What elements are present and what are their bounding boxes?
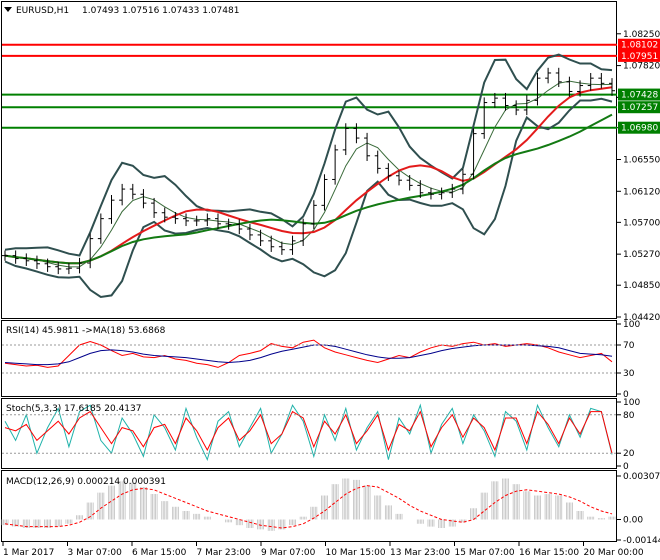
rsi-panel[interactable] [1,320,617,397]
y-tick-label: 80 [623,411,635,421]
y-tick-label: 0 [623,390,629,400]
y-tick-label: 1.05270 [623,250,660,260]
y-tick-label: 1.04420 [623,313,660,323]
price-level-badge [618,121,660,134]
ema-fast-line [4,80,613,268]
x-tick-label: 15 Mar 07:00 [455,548,515,558]
x-tick-label: 7 Mar 23:00 [197,548,252,558]
y-tick-label: 0 [623,462,629,472]
rsi-line [4,339,613,368]
y-tick-label: 100 [623,320,640,330]
macd-signal-line [4,485,613,529]
y-tick-label: 1.07820 [623,62,660,72]
price-level-label: 1.08102 [621,41,658,51]
price-panel[interactable] [1,1,617,319]
price-level-label: 1.07257 [621,103,658,113]
price-level-badge [618,101,660,114]
y-tick-label: 1.06550 [623,155,660,165]
bollinger-upper-line [4,53,613,257]
stoch-d-line [4,410,613,454]
price-level-label: 1.06980 [621,124,658,134]
price-level-label: 1.07428 [621,91,658,101]
price-level-badge [618,38,660,51]
y-tick-label: 1.06120 [623,187,660,197]
ma-green-line [4,113,613,265]
x-tick-label: 1 Mar 2017 [3,548,54,558]
x-tick-label: 9 Mar 07:00 [261,548,316,558]
triangle-down-icon[interactable] [4,7,12,12]
x-tick-label: 6 Mar 15:00 [132,548,187,558]
y-tick-label: 0.00 [623,516,643,526]
x-tick-label: 20 Mar 00:00 [584,548,644,558]
bollinger-lower-line [4,97,613,299]
stoch-title: Stoch(5,3,3) 17.6185 20.4137 [6,404,141,414]
ohlc-readout: 1.07493 1.07516 1.07433 1.07481 [82,6,239,16]
y-tick-label: 20 [623,449,635,459]
x-tick-label: 3 Mar 07:00 [68,548,123,558]
y-tick-label: 70 [623,341,635,351]
y-tick-label: 1.08250 [623,30,660,40]
symbol-label: EURUSD,H1 [16,6,69,16]
y-tick-label: 0.003076 [623,472,660,482]
y-tick-label: 100 [623,398,640,408]
y-tick-label: 1.04850 [623,281,660,291]
price-level-badge [618,49,660,62]
y-tick-label: 30 [623,369,635,379]
x-tick-label: 10 Mar 15:00 [326,548,386,558]
x-tick-label: 13 Mar 23:00 [390,548,450,558]
macd-title: MACD(12,26,9) 0.000214 0.000391 [6,477,166,487]
y-tick-label: 1.05700 [623,218,660,228]
rsi-title: RSI(14) 45.9811 ->MA(18) 53.6868 [6,326,166,336]
price-level-badge [618,88,660,101]
price-level-label: 1.07951 [621,52,658,62]
stoch-k-line [4,403,613,462]
x-tick-label: 16 Mar 15:00 [519,548,579,558]
y-tick-label: -0.001448 [623,536,660,546]
